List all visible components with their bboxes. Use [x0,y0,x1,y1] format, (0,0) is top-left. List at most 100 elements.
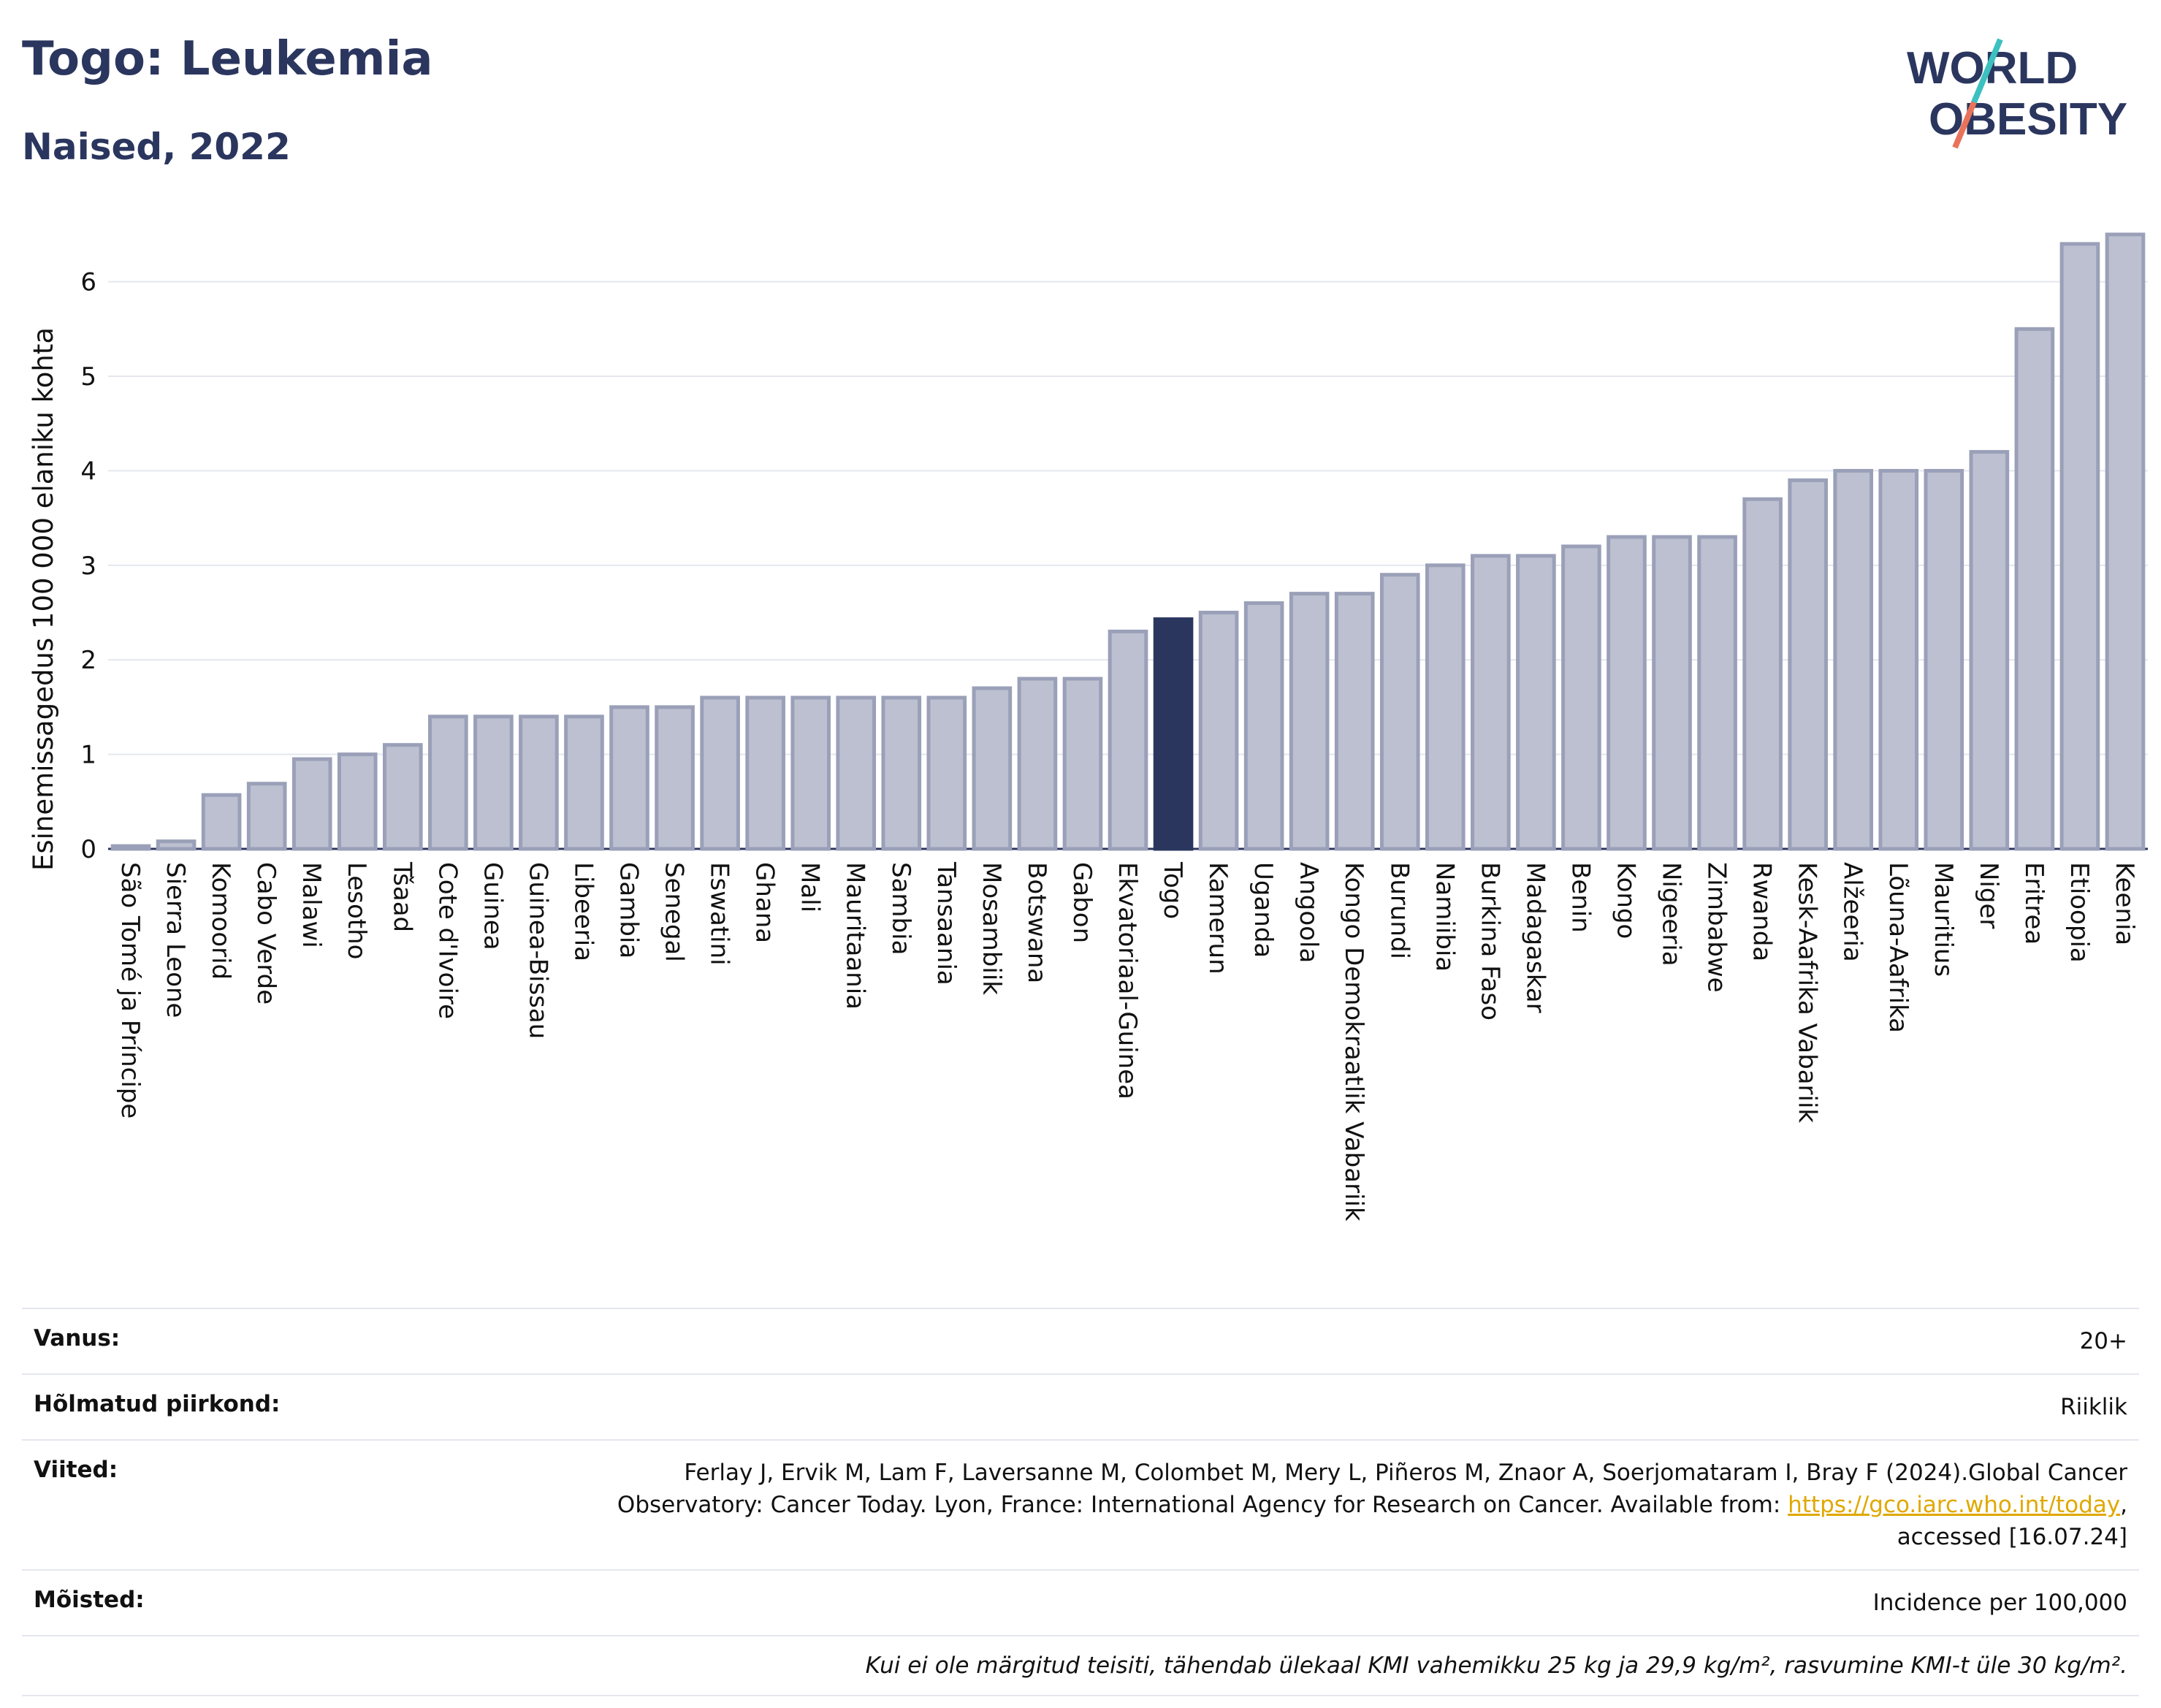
x-tick-label: Ghana [750,862,780,943]
bar-botswana [1017,676,1058,851]
bar-kesk-aafrika-vabariik [1788,478,1828,851]
x-tick-label: Mauritaania [841,862,870,1010]
logo-line1: WORLD [1907,43,2078,94]
bar-malawi [291,757,332,851]
x-tick-label: Ekvatoriaal-Guinea [1113,862,1142,1099]
bar-angoola [1289,592,1330,851]
x-tick-label: Tšaad [387,861,416,932]
info-row-region: Hõlmatud piirkond: Riiklik [22,1373,2139,1439]
x-tick-label: Sambia [886,862,915,955]
bar-s-o-tom-ja-pr-ncipe [110,844,151,851]
y-tick-label: 6 [80,268,96,297]
x-tick-label: Kesk-Aafrika Vabariik [1793,862,1822,1123]
bar-cabo-verde [246,782,287,851]
bar-etioopia [2059,242,2100,851]
world-obesity-logo: WORLD OBESITY [1907,38,2127,149]
references-link[interactable]: https://gco.iarc.who.int/today [1788,1492,2121,1518]
y-tick-label: 0 [80,835,96,864]
region-value: Riiklik [2060,1394,2127,1420]
y-tick-label: 2 [80,646,96,675]
x-tick-label: Burkina Faso [1475,862,1504,1021]
x-tick-label: Angoola [1294,862,1323,963]
bar-mauritaania [836,695,877,851]
y-tick-label: 1 [80,741,96,770]
bar-ghana [745,695,785,851]
definitions-label: Mõisted: [34,1587,145,1613]
bar-burundi [1379,573,1420,851]
x-tick-label: Libeeria [568,862,598,961]
x-tick-label: Mali [796,862,825,912]
bar-mauritius [1924,468,1964,851]
x-tick-label: Burundi [1384,862,1414,959]
bar-gambia [609,705,649,851]
bar-t-aad [382,743,423,851]
age-label: Vanus: [34,1325,121,1351]
x-tick-label: Zimbabwe [1702,862,1731,993]
y-tick-label: 4 [80,457,96,486]
info-row-references: Viited: Ferlay J, Ervik M, Lam F, Lavers… [22,1439,2139,1569]
x-tick-label: Keenia [2110,862,2139,945]
bar-al-eeria [1833,468,1874,851]
x-tick-label: Etioopia [2065,862,2094,963]
x-tick-label: Rwanda [1748,862,1777,961]
info-row-age: Vanus: 20+ [22,1308,2139,1373]
bar-sambia [881,695,922,851]
bar-eritrea [2014,327,2055,851]
x-tick-label: Komoorid [206,862,235,980]
bar-ekvatoriaal-guinea [1108,629,1148,851]
x-tick-label: Cote d'Ivoire [432,862,462,1019]
x-tick-label: Kongo Demokraatlik Vabariik [1339,862,1368,1221]
bar-cote-d-ivoire [428,714,468,851]
chart-title: Togo: Leukemia [22,32,433,86]
bar-libeeria [564,714,604,851]
bar-rwanda [1742,497,1783,851]
bar-l-una-aafrika [1878,468,1919,851]
bar-mali [790,695,831,851]
bar-zimbabwe [1697,535,1737,851]
x-tick-label: Botswana [1022,862,1051,983]
bar-nigeeria [1652,535,1692,851]
chart-subtitle: Naised, 2022 [22,126,291,168]
bar-niger [1969,450,2010,851]
references-value: Ferlay J, Ervik M, Lam F, Laversanne M, … [593,1457,2127,1553]
bar-eswatini [700,695,740,851]
bar-kongo-demokraatlik-vabariik [1334,592,1375,851]
logo-slash-coral-icon [1952,101,1977,149]
bar-namiibia [1425,563,1466,851]
x-tick-label: Benin [1566,862,1595,933]
x-tick-label: Togo [1158,861,1187,919]
references-label: Viited: [34,1457,118,1483]
x-tick-labels: São Tomé ja Príncipe Sierra Leone Komoorid… [115,861,2139,1221]
bar-tansaania [926,695,967,851]
region-label: Hõlmatud piirkond: [34,1391,281,1417]
x-tick-label: Senegal [660,862,689,962]
x-tick-label: Malawi [297,862,326,948]
footnote: Kui ei ole märgitud teisiti, tähendab ül… [22,1635,2139,1696]
x-tick-label: Lõuna-Aafrika [1883,862,1913,1033]
bar-chart: 0 1 2 3 4 5 6 São Tomé ja Príncipe Sierra Leone… [28,232,2148,1221]
x-tick-label: Mosambiik [977,862,1006,995]
age-value: 20+ [2079,1328,2127,1354]
bar-gabon [1062,676,1103,851]
y-tick-label: 5 [80,362,96,392]
bar-guinea-bissau [519,714,559,851]
bar-keenia [2105,232,2146,851]
bar-senegal [655,705,695,851]
definitions-value: Incidence per 100,000 [1872,1590,2127,1616]
bar-kamerun [1198,611,1239,851]
x-tick-label: Gabon [1067,862,1097,943]
bar-lesotho [337,752,378,851]
x-tick-label: Guinea [478,862,507,950]
logo-slash-teal-icon [1971,38,2003,104]
y-tick-labels: 0 1 2 3 4 5 6 [80,268,96,864]
bar-burkina-faso [1471,554,1511,851]
x-tick-label: Nigeeria [1657,862,1686,967]
bar-sierra-leone [156,839,197,851]
y-tick-label: 3 [80,552,96,581]
bar-mosambiik [972,686,1013,851]
x-tick-label: Eswatini [705,862,734,966]
references-text: Ferlay J, Ervik M, Lam F, Laversanne M, … [617,1460,2127,1518]
x-tick-label: Sierra Leone [161,862,190,1018]
x-tick-label: Namiibia [1430,862,1459,972]
x-tick-label: Kamerun [1203,862,1232,975]
